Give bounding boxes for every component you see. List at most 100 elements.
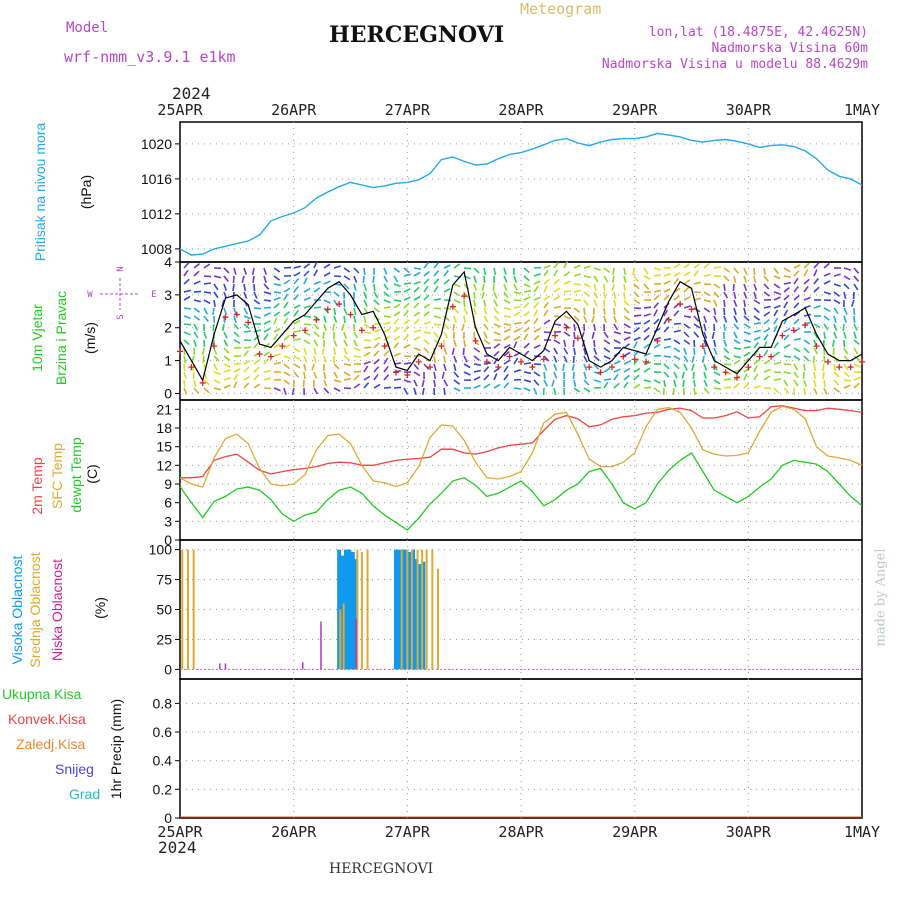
wind-arrow — [571, 363, 575, 371]
wind-arrow — [513, 305, 521, 309]
wind-marker — [597, 369, 604, 376]
wind-arrow — [793, 277, 799, 285]
wind-arrow — [253, 329, 261, 333]
wind-arrow — [243, 339, 252, 342]
wind-arrow — [473, 299, 476, 308]
wind-arrow — [603, 381, 609, 389]
wind-arrow — [303, 277, 308, 285]
compass-n-label: N — [116, 266, 126, 271]
wind-arrow — [223, 283, 228, 291]
wind-arrow — [373, 350, 380, 357]
wind-arrow — [373, 373, 379, 381]
wind-arrow — [643, 352, 651, 357]
wind-arrow — [802, 371, 805, 380]
wind-arrow — [283, 355, 291, 360]
wind-arrow — [623, 331, 632, 335]
wind-marker — [313, 316, 320, 323]
wind-arrow — [823, 331, 826, 340]
wind-arrow — [573, 379, 577, 387]
wind-arrow — [303, 296, 311, 301]
wind-arrow — [403, 387, 409, 395]
wind-arrow — [363, 360, 371, 365]
wind-arrow — [693, 331, 700, 338]
pressure-line — [179, 132, 863, 256]
wind-arrow — [743, 346, 752, 349]
wind-arrow — [523, 302, 530, 309]
wind-arrow — [263, 291, 272, 295]
wind-arrow — [323, 323, 327, 331]
wind-arrow — [753, 315, 761, 321]
wind-arrow — [553, 387, 557, 395]
wind-arrow — [233, 381, 238, 389]
wind-arrow — [783, 286, 790, 293]
wind-arrow — [513, 299, 522, 302]
wind-arrow — [553, 295, 561, 301]
wind-arrow — [213, 275, 221, 279]
wind-arrow — [713, 283, 721, 289]
wind-arrow — [313, 261, 318, 269]
wind-arrow — [503, 315, 512, 318]
wind-arrow — [363, 382, 370, 389]
wind-marker — [267, 353, 274, 360]
wind-arrow — [803, 387, 807, 396]
wind-arrow — [823, 379, 826, 388]
wind-arrow — [803, 278, 810, 285]
wind-arrow — [572, 371, 575, 380]
y-tick-4-3: 0.6 — [153, 724, 173, 740]
wind-arrow — [343, 299, 346, 308]
wind-arrow — [833, 371, 840, 378]
wind-arrow — [763, 349, 769, 357]
wind-arrow — [393, 326, 400, 333]
wind-arrow — [743, 291, 748, 299]
wind-arrow — [793, 363, 799, 371]
wind-arrow — [753, 329, 761, 333]
wind-arrow — [333, 299, 339, 307]
wind-arrow — [423, 331, 431, 335]
wind-arrow — [323, 280, 331, 285]
wind-arrow — [693, 379, 696, 388]
wind-arrow — [223, 307, 228, 315]
wind-arrow — [343, 275, 351, 281]
wind-arrow — [843, 315, 847, 323]
wind-arrow — [701, 355, 705, 364]
wind-arrow — [333, 363, 340, 370]
wind-arrow — [233, 331, 240, 338]
wind-arrow — [313, 339, 319, 347]
wind-arrow — [793, 302, 800, 309]
wind-arrow — [822, 371, 825, 380]
wind-arrow — [383, 267, 388, 275]
wind-arrow — [822, 363, 825, 372]
wind-arrow — [423, 339, 430, 346]
series-layer — [177, 132, 865, 818]
wind-arrow — [753, 267, 756, 276]
wind-arrow — [413, 363, 420, 370]
wind-arrow — [733, 275, 737, 283]
wind-arrow — [683, 331, 690, 338]
wind-arrow — [743, 307, 747, 315]
wind-arrow — [523, 333, 529, 341]
wind-arrow — [633, 383, 641, 389]
wind-arrow — [713, 291, 720, 298]
wind-arrow — [373, 383, 381, 389]
wind-arrow — [743, 299, 746, 308]
wind-arrow — [263, 275, 267, 283]
wind-arrow — [713, 379, 721, 385]
wind-arrow — [293, 265, 302, 269]
wind-arrow — [333, 339, 338, 347]
wind-arrow — [383, 374, 390, 381]
wind-arrow — [253, 359, 261, 365]
wind-arrow — [233, 339, 241, 344]
wind-marker — [370, 324, 377, 331]
wind-arrow — [403, 273, 411, 277]
wind-arrow — [273, 343, 281, 349]
wind-arrow — [803, 355, 810, 362]
wind-arrow — [523, 296, 531, 301]
wind-arrow — [773, 304, 781, 309]
wind-arrow — [183, 387, 188, 395]
temp-line-0 — [180, 404, 863, 479]
wind-arrow — [573, 307, 580, 313]
wind-arrow — [523, 267, 530, 274]
wind-arrow — [493, 299, 499, 307]
wind-arrow — [503, 350, 510, 357]
wind-arrow — [723, 386, 731, 389]
